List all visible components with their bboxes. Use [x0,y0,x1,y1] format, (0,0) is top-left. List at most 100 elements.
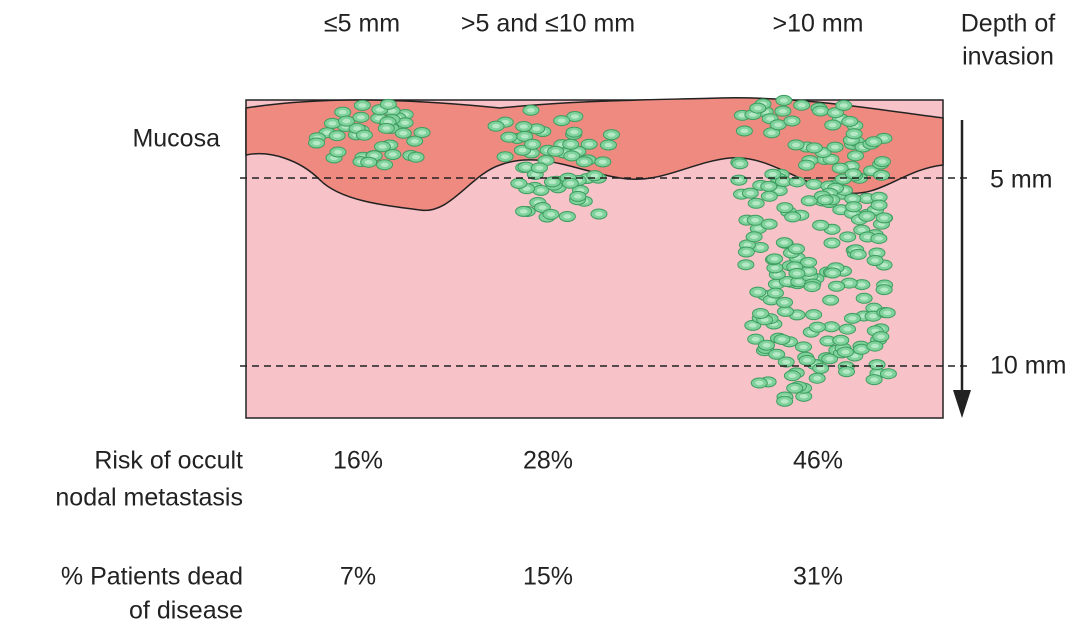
cell-nucleus [883,311,891,315]
cell-nucleus [607,132,615,136]
cell-nucleus [871,258,879,262]
cell-nucleus [535,166,543,170]
cell-nucleus [604,143,612,147]
cell-nucleus [357,115,365,119]
row-label: % Patients dead [61,563,243,591]
cell-nucleus [831,110,839,114]
cell-nucleus [873,251,881,255]
cell-nucleus [754,226,762,230]
cell-nucleus [765,194,773,198]
cell-nucleus [849,172,857,176]
cell-nucleus [585,142,593,146]
cell-nucleus [334,150,342,154]
cell-nucleus [749,323,757,327]
cell-nucleus [568,154,576,158]
cell-nucleus [757,311,765,315]
arrow-head [953,390,971,418]
cell-nucleus [798,103,806,107]
cell-nucleus [793,271,801,275]
cell-nucleus [771,257,779,261]
cell-nucleus [765,222,773,226]
cell-nucleus [742,250,750,254]
cell-nucleus [743,243,751,247]
cell-nucleus [742,262,750,266]
cell-nucleus [782,309,790,313]
cell-nucleus [754,290,762,294]
cell-nucleus [527,108,535,112]
cell-nucleus [766,116,774,120]
cell-nucleus [800,394,808,398]
figure: ≤5 mm >5 and ≤10 mm >10 mm Depth of inva… [0,0,1088,628]
row-value: 46% [793,447,843,475]
cell-nucleus [875,236,883,240]
cell-nucleus [805,199,813,203]
cell-nucleus [817,223,825,227]
cell-nucleus [765,184,773,188]
layer-label: Mucosa [132,125,220,153]
cell-nucleus [360,133,368,137]
cell-nucleus [538,205,546,209]
cell-nucleus [378,144,386,148]
cell-nucleus [515,181,523,185]
cell-nucleus [870,377,878,381]
cell-nucleus [858,228,866,232]
cell-nucleus [566,181,574,185]
cell-nucleus [773,352,781,356]
cell-nucleus [548,180,556,184]
column-header: ≤5 mm [324,10,400,38]
cell-nucleus [884,372,892,376]
depth-mark: 10 mm [990,352,1066,380]
cell-nucleus [837,207,845,211]
cell-nucleus [339,110,347,114]
cell-nucleus [860,296,868,300]
cell-nucleus [783,279,791,283]
cell-nucleus [505,135,513,139]
cell-nucleus [827,325,835,329]
column-header: >5 and ≤10 mm [461,10,635,38]
cell-nucleus [858,282,866,286]
cell-nucleus [843,369,851,373]
cell-nucleus [755,381,763,385]
cell-nucleus [795,280,803,284]
row-value: 16% [333,447,383,475]
cell-nucleus [817,366,825,370]
cell-nucleus [850,132,858,136]
row-label: Risk of occult [94,447,243,475]
cell-nucleus [805,269,813,273]
cell-nucleus [751,218,759,222]
cell-nucleus [775,188,783,192]
cell-nucleus [810,182,818,186]
cell-nucleus [752,337,760,341]
cell-nucleus [840,103,848,107]
row-value: 28% [523,447,573,475]
cell-nucleus [788,373,796,377]
cell-nucleus [846,119,854,123]
cell-nucleus [854,252,862,256]
row-value: 15% [523,563,573,591]
cell-nucleus [788,119,796,123]
cell-nucleus [547,212,555,216]
cell-nucleus [358,103,366,107]
cell-nucleus [793,313,801,317]
cell-nucleus [522,165,530,169]
column-header: >10 mm [772,10,863,38]
axis-title: Depth of [961,10,1056,38]
cell-nucleus [826,357,834,361]
cell-nucleus [850,205,858,209]
cell-nucleus [833,284,841,288]
cell-nucleus [780,98,788,102]
cell-nucleus [750,235,758,239]
cell-nucleus [781,205,789,209]
cell-nucleus [333,133,341,137]
cell-nucleus [828,227,836,231]
cell-nucleus [353,126,361,130]
cell-nucleus [843,327,851,331]
cell-nucleus [792,143,800,147]
cell-nucleus [501,155,509,159]
cell-nucleus [580,160,588,164]
cell-nucleus [805,260,813,264]
cell-nucleus [518,148,526,152]
cell-nucleus [827,157,835,161]
cell-nucleus [791,386,799,390]
cell-nucleus [746,191,754,195]
